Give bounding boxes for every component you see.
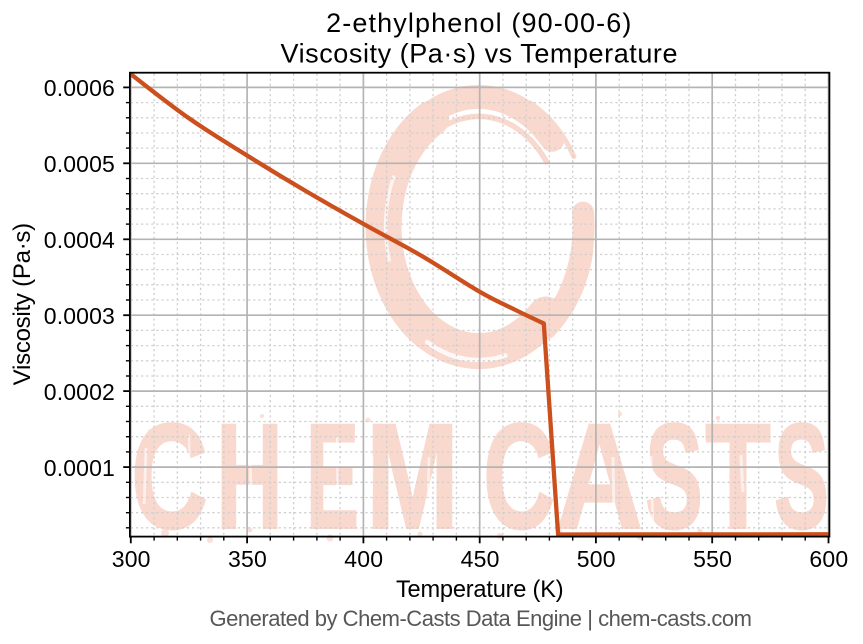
svg-text:0.0002: 0.0002 — [44, 379, 115, 405]
svg-text:500: 500 — [577, 546, 616, 572]
svg-text:S: S — [774, 392, 829, 560]
svg-text:2-ethylphenol (90-00-6): 2-ethylphenol (90-00-6) — [326, 8, 632, 38]
svg-text:400: 400 — [344, 546, 383, 572]
svg-text:Viscosity (Pa·s) vs Temperatur: Viscosity (Pa·s) vs Temperature — [281, 39, 678, 69]
svg-text:450: 450 — [461, 546, 500, 572]
svg-text:0.0004: 0.0004 — [44, 227, 115, 253]
svg-text:Viscosity (Pa·s): Viscosity (Pa·s) — [9, 223, 36, 385]
svg-text:350: 350 — [228, 546, 267, 572]
svg-text:E: E — [306, 392, 359, 560]
svg-text:0.0001: 0.0001 — [44, 455, 115, 481]
svg-text:300: 300 — [112, 546, 151, 572]
svg-text:Generated by Chem-Casts Data E: Generated by Chem-Casts Data Engine | ch… — [210, 606, 752, 631]
svg-text:550: 550 — [693, 546, 732, 572]
svg-text:C: C — [483, 392, 555, 560]
svg-text:C: C — [131, 392, 208, 560]
svg-text:Temperature (K): Temperature (K) — [396, 577, 563, 603]
svg-text:600: 600 — [809, 546, 848, 572]
svg-text:0.0003: 0.0003 — [44, 303, 115, 329]
svg-text:0.0006: 0.0006 — [44, 75, 115, 101]
svg-text:0.0005: 0.0005 — [44, 151, 115, 177]
svg-text:M: M — [366, 392, 459, 560]
